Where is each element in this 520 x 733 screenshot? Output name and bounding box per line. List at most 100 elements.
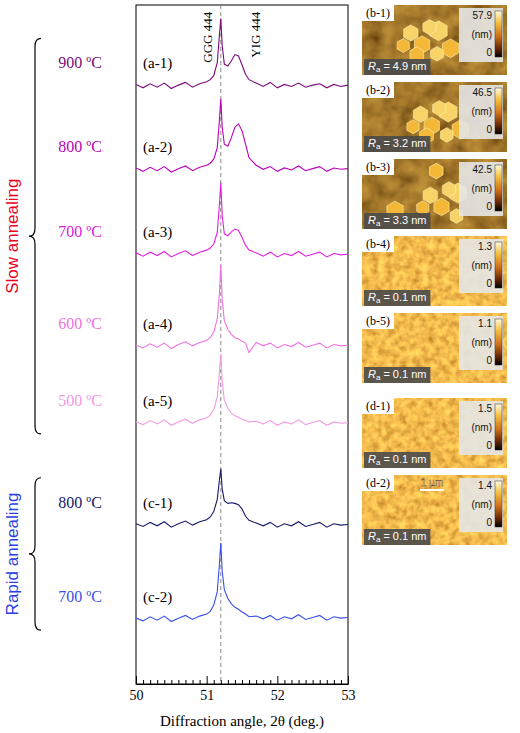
- roughness-unit: nm: [411, 214, 426, 226]
- roughness-label: Ra=0.1nm: [368, 453, 426, 467]
- roughness-relation: =: [383, 137, 389, 149]
- x-minor-tick: [284, 680, 285, 684]
- roughness-label: Ra=0.1nm: [368, 530, 426, 544]
- colorbar-unit: (nm): [471, 422, 492, 433]
- afm-grain: [431, 47, 444, 62]
- colorbar-tick-label: 1.1: [478, 318, 492, 329]
- colorbar-unit: (nm): [471, 337, 492, 348]
- afm-label-bg: [362, 398, 394, 414]
- x-minor-tick-mark: [214, 680, 215, 684]
- afm-grain: [417, 201, 429, 215]
- x-minor-tick: [214, 680, 215, 684]
- afm-label: (d-2): [366, 476, 390, 490]
- x-minor-tick-mark: [284, 680, 285, 684]
- afm-grain: [442, 182, 455, 197]
- afm-grain: [407, 120, 419, 134]
- roughness-unit: nm: [411, 368, 426, 380]
- x-minor-tick-mark: [221, 680, 222, 684]
- x-minor-tick: [263, 680, 264, 684]
- roughness-symbol: R: [368, 453, 376, 465]
- afm-label-bg: [362, 5, 394, 21]
- roughness-unit: nm: [411, 291, 426, 303]
- roughness-bg: [364, 213, 430, 229]
- x-minor-tick: [313, 680, 314, 684]
- temperature-label: 800 ºC: [58, 138, 102, 155]
- roughness-subscript: a: [376, 142, 381, 151]
- panel-label: (a-1): [143, 55, 172, 72]
- afm-grain: [433, 101, 446, 116]
- colorbar-tick-label: 0: [486, 201, 492, 212]
- roughness-subscript: a: [376, 373, 381, 382]
- colorbar-unit: (nm): [471, 29, 492, 40]
- afm-image: [362, 82, 507, 152]
- roughness-value: 0.1: [393, 530, 408, 542]
- x-tick: 50: [130, 676, 144, 703]
- afm-image: [362, 5, 507, 75]
- roughness-symbol: R: [368, 368, 376, 380]
- afm-grain: [397, 39, 409, 53]
- panel-label: (a-5): [143, 393, 172, 410]
- roughness-relation: =: [383, 60, 389, 72]
- roughness-value: 0.1: [393, 291, 408, 303]
- roughness-label: Ra=3.3nm: [368, 214, 426, 228]
- xrd-line: [136, 19, 348, 89]
- x-axis: 50515253: [130, 676, 356, 703]
- colorbar-tick-label: 0: [486, 47, 492, 58]
- roughness-symbol: R: [368, 291, 376, 303]
- roughness-bg: [364, 59, 430, 75]
- x-minor-tick-mark: [193, 680, 194, 684]
- roughness-symbol: R: [368, 530, 376, 542]
- x-minor-tick-mark: [334, 680, 335, 684]
- colorbar: [495, 404, 502, 450]
- x-tick-mark: [277, 676, 278, 684]
- colorbar-label-bg: [459, 401, 503, 455]
- afm-grain: [423, 187, 437, 203]
- x-tick-label: 51: [200, 688, 214, 703]
- afm-panel: (d-2)01.4(nm)Ra=0.1nm1 µm: [362, 475, 507, 545]
- x-tick-label: 50: [130, 688, 144, 703]
- afm-grain: [413, 106, 427, 122]
- x-minor-ticks: [144, 680, 342, 684]
- x-minor-tick: [320, 680, 321, 684]
- colorbar-label-bg: [459, 8, 503, 62]
- x-tick: 52: [271, 676, 285, 703]
- peak-annotation: GGG 444: [200, 11, 215, 62]
- x-minor-tick-mark: [143, 680, 144, 684]
- x-minor-tick: [178, 680, 179, 684]
- roughness-subscript: a: [376, 65, 381, 74]
- x-minor-tick: [221, 680, 222, 684]
- colorbar-label-bg: [459, 85, 503, 139]
- afm-label: (b-1): [366, 6, 390, 20]
- roughness-value: 4.9: [393, 60, 408, 72]
- afm-label: (b-4): [366, 237, 390, 251]
- roughness-label: Ra=3.2nm: [368, 137, 426, 151]
- x-minor-tick-mark: [150, 680, 151, 684]
- afm-label-bg: [362, 475, 394, 491]
- x-minor-tick: [185, 680, 186, 684]
- colorbar-tick-label: 0: [486, 278, 492, 289]
- x-minor-tick: [242, 680, 243, 684]
- temperature-label: 500 ºC: [58, 392, 102, 409]
- afm-label-bg: [362, 313, 394, 329]
- colorbar: [495, 11, 502, 57]
- roughness-subscript: a: [376, 458, 381, 467]
- x-minor-tick: [299, 680, 300, 684]
- roughness-value: 3.3: [393, 214, 408, 226]
- x-minor-tick: [249, 680, 250, 684]
- roughness-subscript: a: [376, 219, 381, 228]
- afm-image: [362, 159, 507, 229]
- xrd-line: [136, 469, 348, 527]
- roughness-relation: =: [383, 530, 389, 542]
- roughness-value: 3.2: [393, 137, 408, 149]
- x-minor-tick-mark: [270, 680, 271, 684]
- colorbar-label-bg: [459, 316, 503, 370]
- colorbar-tick-label: 0: [486, 440, 492, 451]
- x-minor-tick-mark: [291, 680, 292, 684]
- afm-panel: (b-1)057.9(nm)Ra=4.9nm: [362, 5, 507, 75]
- x-axis-line: [137, 684, 349, 685]
- x-minor-tick: [164, 680, 165, 684]
- group-label: Slow annealing: [3, 179, 22, 294]
- peak-annotation: YIG 444: [248, 11, 263, 57]
- xrd-line: [136, 354, 348, 425]
- afm-image: [362, 313, 507, 383]
